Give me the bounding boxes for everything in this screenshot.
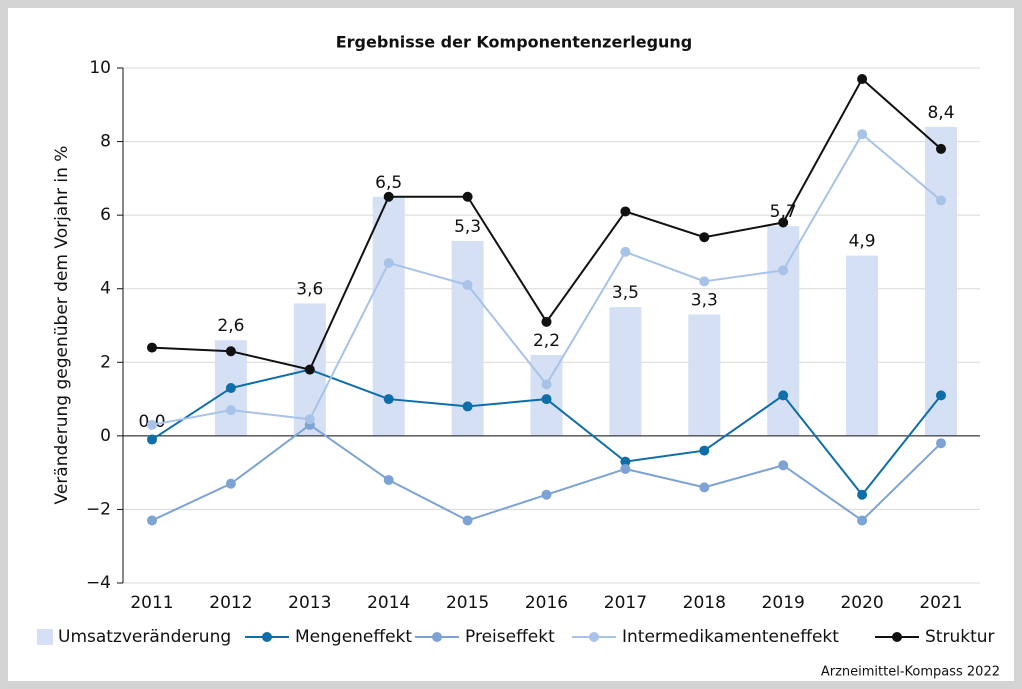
y-tick-label: 4 xyxy=(100,279,111,299)
legend-label: Mengeneffekt xyxy=(295,627,412,647)
data-label: 2,6 xyxy=(217,316,244,336)
source: Arzneimittel-Kompass 2022 xyxy=(821,665,1000,680)
point xyxy=(225,383,236,394)
legend-swatch xyxy=(892,632,902,642)
point xyxy=(699,445,710,456)
point xyxy=(147,515,157,526)
point xyxy=(462,191,473,202)
y-tick-label: −2 xyxy=(86,499,111,519)
x-tick-label: 2012 xyxy=(209,593,252,613)
x-tick-label: 2019 xyxy=(762,593,805,613)
bar xyxy=(925,126,957,436)
point xyxy=(541,489,552,500)
legend-label: Struktur xyxy=(925,627,995,647)
point xyxy=(778,217,789,228)
point xyxy=(225,346,236,357)
bar xyxy=(846,255,879,436)
point xyxy=(383,191,394,202)
legend-label: Preiseffekt xyxy=(465,627,555,647)
data-label: 8,4 xyxy=(927,103,954,123)
point xyxy=(699,276,710,287)
point xyxy=(462,401,473,412)
point xyxy=(778,390,789,401)
x-tick-label: 2018 xyxy=(683,593,726,613)
point xyxy=(620,246,631,257)
legend-swatch xyxy=(262,632,272,642)
point xyxy=(936,143,946,154)
point xyxy=(936,390,946,401)
x-tick-label: 2014 xyxy=(367,593,410,613)
point xyxy=(383,475,394,485)
point xyxy=(383,257,394,268)
x-tick-label: 2017 xyxy=(604,593,647,613)
x-tick-label: 2015 xyxy=(446,593,489,613)
data-label: 2,2 xyxy=(533,331,560,351)
point xyxy=(225,405,236,416)
legend-label: Intermedikamenteneffekt xyxy=(622,627,839,647)
point xyxy=(936,438,946,449)
point xyxy=(541,379,552,390)
point xyxy=(225,478,236,489)
point xyxy=(304,364,315,375)
legend-swatch xyxy=(432,632,442,642)
y-axis-label: Veränderung gegenüber dem Vorjahr in % xyxy=(52,146,72,505)
point xyxy=(383,394,394,405)
point xyxy=(147,342,157,353)
bar xyxy=(767,226,800,436)
data-label: 5,7 xyxy=(770,202,797,222)
y-tick-label: 2 xyxy=(100,352,111,372)
point xyxy=(857,74,868,85)
data-label: 3,3 xyxy=(691,290,718,310)
bar xyxy=(688,314,721,436)
point xyxy=(778,265,789,276)
data-label: 4,9 xyxy=(849,232,876,252)
x-tick-label: 2013 xyxy=(288,593,331,613)
y-tick-label: 8 xyxy=(100,132,111,152)
point xyxy=(857,489,868,500)
point xyxy=(541,394,552,405)
bar xyxy=(609,307,642,436)
y-tick-label: 6 xyxy=(100,205,111,225)
point xyxy=(857,129,868,140)
x-tick-label: 2020 xyxy=(840,593,883,613)
legend-swatch xyxy=(589,632,599,642)
point xyxy=(462,515,473,526)
point xyxy=(936,195,946,206)
y-tick-label: 0 xyxy=(100,426,111,446)
point xyxy=(778,460,789,471)
point xyxy=(699,232,710,243)
point xyxy=(147,434,157,445)
data-label: 3,5 xyxy=(612,283,639,303)
data-label: 5,3 xyxy=(454,217,481,237)
x-tick-label: 2021 xyxy=(919,593,962,613)
point xyxy=(462,280,473,291)
data-label: 3,6 xyxy=(296,279,323,299)
y-tick-label: −4 xyxy=(86,573,111,593)
point xyxy=(620,206,631,217)
legend-label: Umsatzveränderung xyxy=(58,627,231,647)
chart-title: Ergebnisse der Komponentenzerlegung xyxy=(336,33,693,52)
point xyxy=(857,515,868,526)
data-label: 6,5 xyxy=(375,173,402,193)
point xyxy=(541,316,552,327)
x-tick-label: 2016 xyxy=(525,593,568,613)
point xyxy=(147,419,157,430)
point xyxy=(304,414,315,425)
y-tick-label: 10 xyxy=(89,58,111,78)
point xyxy=(620,456,631,467)
legend-swatch xyxy=(37,629,53,645)
x-tick-label: 2011 xyxy=(130,593,173,613)
point xyxy=(620,463,631,474)
point xyxy=(699,482,710,493)
